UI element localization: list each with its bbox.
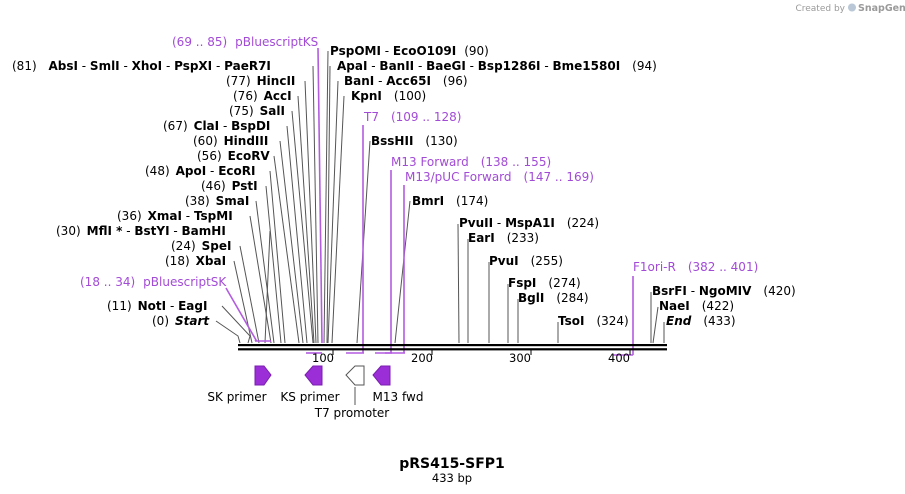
site-label-tsoi[interactable]: TsoI (324) <box>558 314 629 328</box>
site-label-hincii[interactable]: (77) HincII <box>226 74 295 88</box>
site-label-spei[interactable]: (24) SpeI <box>171 239 231 253</box>
sequence-backbone <box>238 344 667 355</box>
primer-line-pbluescriptsk <box>225 287 271 342</box>
site-label-smai[interactable]: (38) SmaI <box>185 194 249 208</box>
map-length: 433 bp <box>432 471 472 485</box>
leader-line <box>255 200 275 344</box>
primer-label-f1ori-r[interactable]: F1ori-R (382 .. 401) <box>633 260 758 274</box>
site-label-pvuii-group[interactable]: PvuII - MspA1I (224) <box>459 216 599 230</box>
leader-line <box>457 223 460 344</box>
feature-arrow-t7-promoter[interactable] <box>345 365 365 386</box>
leader-line <box>233 260 253 344</box>
leader-line <box>297 95 315 344</box>
site-label-bgli[interactable]: BglI (284) <box>518 291 589 305</box>
site-label-xmai-group[interactable]: (36) XmaI - TspMI <box>117 209 233 223</box>
site-label-bani-group[interactable]: BanI - Acc65I (96) <box>344 74 468 88</box>
primer-line-t7 <box>346 125 364 354</box>
backbone-bottom-strand <box>238 348 667 351</box>
leader-line <box>239 245 260 344</box>
site-label-apoi-group[interactable]: (48) ApoI - EcoRI <box>145 164 255 178</box>
leader-line <box>326 65 331 344</box>
site-label-absi-group[interactable]: (81) AbsI - SmlI - XhoI - PspXI - PaeR7I <box>12 59 271 73</box>
leader-line <box>269 170 286 344</box>
site-label-pspomi-group[interactable]: PspOMI - EcoO109I (90) <box>330 44 489 58</box>
backbone-top-strand <box>238 344 667 347</box>
leader-line <box>286 125 308 344</box>
site-label-acci[interactable]: (76) AccI <box>233 89 292 103</box>
primer-label-pbluescriptsk[interactable]: (18 .. 34) pBluescriptSK <box>80 275 227 289</box>
leader-line <box>265 185 282 344</box>
primer-label-m13puc-forward[interactable]: M13/pUC Forward (147 .. 169) <box>405 170 594 184</box>
primer-label-t7[interactable]: T7 (109 .. 128) <box>363 110 461 124</box>
site-label-sali[interactable]: (75) SalI <box>229 104 285 118</box>
leader-line <box>394 200 411 344</box>
site-label-psti[interactable]: (46) PstI <box>201 179 258 193</box>
feature-arrow-ks-primer[interactable] <box>304 365 323 386</box>
site-label-naei[interactable]: NaeI (422) <box>659 299 734 313</box>
leader-line <box>323 50 329 344</box>
leader-line <box>215 320 241 344</box>
site-label-noti-group[interactable]: (11) NotI - EagI <box>107 299 207 313</box>
primer-line-m13-forward <box>375 170 392 354</box>
snapgene-logo-icon <box>848 3 856 12</box>
site-label-fspi[interactable]: FspI (274) <box>508 276 581 290</box>
leader-line <box>304 80 317 344</box>
site-label-xbai[interactable]: (18) XbaI <box>165 254 226 268</box>
feature-label-sk-primer[interactable]: SK primer <box>207 390 266 404</box>
site-label-eari[interactable]: EarI (233) <box>468 231 539 245</box>
site-label-end[interactable]: End (433) <box>666 314 736 328</box>
leader-line <box>264 230 271 344</box>
feature-arrow-m13-fwd[interactable] <box>372 365 391 386</box>
feature-label-m13-fwd[interactable]: M13 fwd <box>373 390 424 404</box>
leader-line <box>327 80 339 344</box>
site-label-pvui[interactable]: PvuI (255) <box>489 254 563 268</box>
leader-line <box>312 65 319 344</box>
map-title: pRS415-SFP1 <box>399 456 505 472</box>
site-label-mfli-group[interactable]: (30) MflI * - BstYI - BamHI <box>56 224 226 238</box>
leader-line <box>291 110 314 344</box>
tick-label: 400 <box>608 351 630 365</box>
snapgene-brand: SnapGene <box>858 3 905 14</box>
primer-line-m13puc-forward <box>385 185 405 354</box>
feature-label-ks-primer[interactable]: KS primer <box>280 390 339 404</box>
site-label-bsshii[interactable]: BssHII (130) <box>371 134 458 148</box>
site-label-start[interactable]: (0) Start <box>152 314 210 328</box>
leader-line <box>221 305 251 344</box>
site-label-clai-group[interactable]: (67) ClaI - BspDI <box>163 119 270 133</box>
leader-line <box>249 215 272 344</box>
site-label-kpni[interactable]: KpnI (100) <box>351 89 426 103</box>
primer-label-pbluescriptks[interactable]: (69 .. 85) pBluescriptKS <box>172 35 318 49</box>
leader-line <box>331 95 345 344</box>
site-label-bmri[interactable]: BmrI (174) <box>412 194 488 208</box>
site-label-hindiii[interactable]: (60) HindIII <box>193 134 268 148</box>
feature-arrow-sk-primer[interactable] <box>254 365 272 386</box>
tick-label: 300 <box>509 351 531 365</box>
leader-line <box>273 155 300 344</box>
primer-line-pbluescriptks <box>317 47 323 344</box>
tick-label: 100 <box>312 351 334 365</box>
leader-line <box>652 306 659 344</box>
leader-line <box>279 140 304 344</box>
tick-label: 200 <box>411 351 433 365</box>
primer-label-m13-forward[interactable]: M13 Forward (138 .. 155) <box>391 155 551 169</box>
scale-ticks <box>332 350 631 355</box>
feature-label-t7-promoter[interactable]: T7 promoter <box>314 406 390 420</box>
primer-lines <box>225 47 634 356</box>
created-by-label: Created by <box>795 4 845 14</box>
site-label-ecorv[interactable]: (56) EcoRV <box>197 149 270 163</box>
site-label-bsrfi-group[interactable]: BsrFI - NgoMIV (420) <box>652 284 796 298</box>
site-label-apai-group[interactable]: ApaI - BanII - BaeGI - Bsp1286I - Bme158… <box>337 59 657 73</box>
